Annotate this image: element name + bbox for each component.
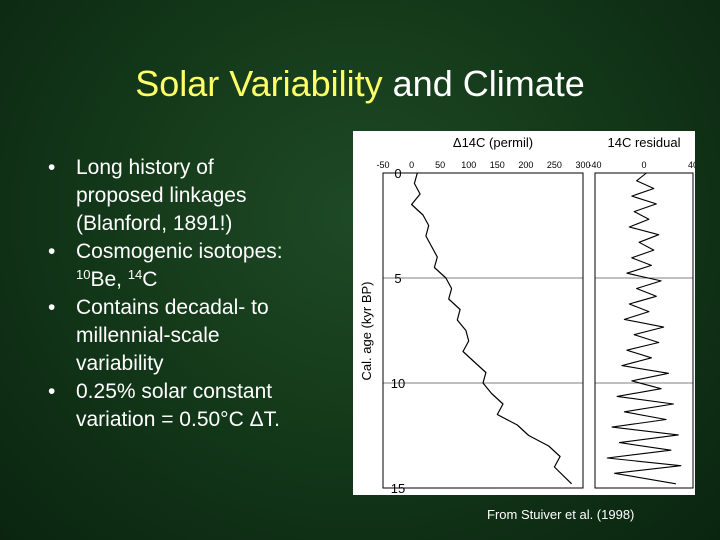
slide-title: Solar Variability and Climate — [0, 62, 720, 106]
left-x-tick-label: 0 — [409, 160, 414, 170]
right-x-tick-label: 40 — [688, 160, 695, 170]
bullet-dot: • — [48, 380, 56, 403]
bullet-line: 0.25% solar constant — [76, 380, 273, 403]
left-x-tick-label: 150 — [490, 160, 505, 170]
bullet-line: variation = 0.50°C ΔT. — [76, 408, 280, 431]
bullet-item: • Cosmogenic isotopes: 10Be, 14C — [48, 238, 338, 294]
left-x-tick-label: 300 — [575, 160, 590, 170]
bullet-dot: • — [48, 240, 56, 263]
y-tick-label: 0 — [394, 166, 401, 181]
bullet-item: • Contains decadal- to millennial-scale … — [48, 294, 338, 378]
y-tick-label: 15 — [391, 481, 405, 495]
radiocarbon-chart: Δ14C (permil) 14C residual-50 0 50 100 150 200… — [359, 135, 695, 495]
bullet-item: • 0.25% solar constant variation = 0.50°… — [48, 378, 338, 434]
y-tick-label: 5 — [394, 271, 401, 286]
left-plot-frame — [382, 172, 584, 489]
right-plot-frame — [594, 172, 694, 489]
left-panel-title: Δ14C (permil) — [453, 135, 533, 150]
bullet-dot: • — [48, 156, 56, 179]
be-symbol: Be, — [90, 268, 128, 291]
title-rest-text: and Climate — [382, 63, 585, 104]
bullet-line: variability — [76, 352, 164, 375]
bullet-line: Cosmogenic isotopes: — [76, 240, 283, 263]
residual-series-line — [606, 172, 682, 485]
bullet-line: Contains decadal- to — [76, 296, 269, 319]
figure-credit: From Stuiver et al. (1998) — [487, 507, 635, 522]
left-x-tick-label: 100 — [461, 160, 476, 170]
bullet-item: • Long history of proposed linkages (Bla… — [48, 154, 338, 238]
right-x-tick-label: -40 — [588, 160, 601, 170]
bullet-list: • Long history of proposed linkages (Bla… — [48, 154, 338, 434]
right-panel-title: 14C residual — [608, 135, 681, 150]
bullet-dot: • — [48, 296, 56, 319]
c-mass-number: 14 — [127, 267, 143, 282]
left-x-tick-label: 50 — [435, 160, 445, 170]
bullet-line: Long history of — [76, 156, 214, 179]
left-x-tick-label: 200 — [518, 160, 533, 170]
bullet-line: (Blanford, 1891!) — [76, 212, 233, 235]
bullet-line: millennial-scale — [76, 324, 220, 347]
radiocarbon-figure: Δ14C (permil) 14C residual -50 0 50 100 150 200… — [353, 131, 695, 495]
be-mass-number: 10 — [76, 267, 91, 282]
right-x-tick-label: 0 — [641, 160, 646, 170]
title-accent-text: Solar Variability — [135, 63, 383, 104]
y-axis-label: Cal. age (kyr BP) — [359, 282, 374, 381]
left-x-tick-label: -50 — [376, 160, 389, 170]
left-x-tick-label: 250 — [547, 160, 562, 170]
y-tick-label: 10 — [391, 376, 405, 391]
delta14c-series-line — [411, 172, 573, 485]
bullet-line: proposed linkages — [76, 184, 247, 207]
isotope-list: 10Be, 14C — [76, 268, 157, 291]
c-symbol: C — [142, 268, 158, 291]
